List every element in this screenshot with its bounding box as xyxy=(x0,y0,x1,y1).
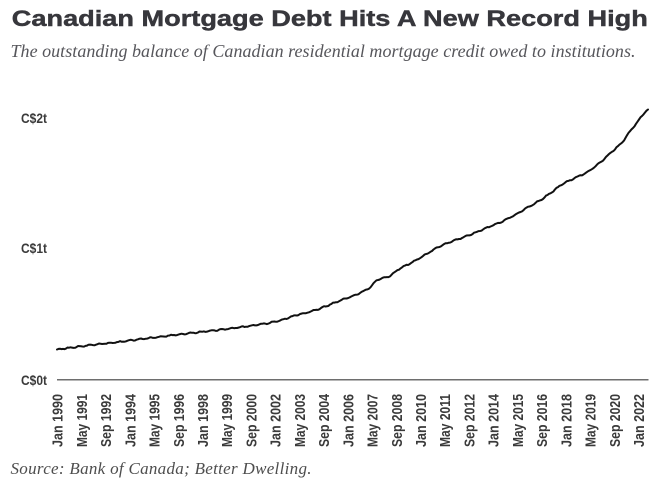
svg-text:Sep 2012: Sep 2012 xyxy=(461,394,478,447)
svg-text:Sep 1992: Sep 1992 xyxy=(98,394,115,447)
svg-text:Jan 1990: Jan 1990 xyxy=(50,394,67,447)
svg-text:May 1995: May 1995 xyxy=(147,394,164,447)
svg-text:Sep 2016: Sep 2016 xyxy=(534,394,551,447)
svg-text:May 2015: May 2015 xyxy=(510,394,527,447)
svg-text:Jan 1998: Jan 1998 xyxy=(195,394,212,447)
svg-text:C$0t: C$0t xyxy=(21,372,47,388)
svg-text:May 2003: May 2003 xyxy=(292,394,309,447)
svg-text:Jan 2018: Jan 2018 xyxy=(558,394,575,447)
svg-text:C$1t: C$1t xyxy=(21,240,47,256)
svg-text:Source: Bank of Canada; Better: Source: Bank of Canada; Better Dwelling. xyxy=(11,459,312,478)
svg-text:The outstanding balance of Can: The outstanding balance of Canadian resi… xyxy=(11,41,636,61)
svg-text:Jan 2006: Jan 2006 xyxy=(340,394,357,447)
svg-text:Jan 2014: Jan 2014 xyxy=(486,393,503,447)
svg-text:Jan 2002: Jan 2002 xyxy=(268,394,285,447)
svg-text:Sep 2008: Sep 2008 xyxy=(389,394,406,447)
svg-text:Sep 2004: Sep 2004 xyxy=(316,393,333,447)
svg-text:Sep 1996: Sep 1996 xyxy=(171,394,188,447)
svg-text:May 2011: May 2011 xyxy=(437,394,454,447)
svg-text:Sep 2000: Sep 2000 xyxy=(244,394,261,447)
svg-text:May 2019: May 2019 xyxy=(583,394,600,447)
svg-text:C$2t: C$2t xyxy=(21,110,47,126)
svg-text:Canadian Mortgage Debt Hits A: Canadian Mortgage Debt Hits A New Record… xyxy=(12,6,648,31)
svg-text:Jan 2022: Jan 2022 xyxy=(631,394,648,447)
svg-text:Sep 2020: Sep 2020 xyxy=(607,394,624,447)
svg-text:May 2007: May 2007 xyxy=(365,394,382,447)
svg-text:May 1991: May 1991 xyxy=(74,394,91,447)
svg-text:Jan 2010: Jan 2010 xyxy=(413,394,430,447)
svg-text:May 1999: May 1999 xyxy=(219,394,236,447)
svg-text:Jan 1994: Jan 1994 xyxy=(122,393,139,447)
